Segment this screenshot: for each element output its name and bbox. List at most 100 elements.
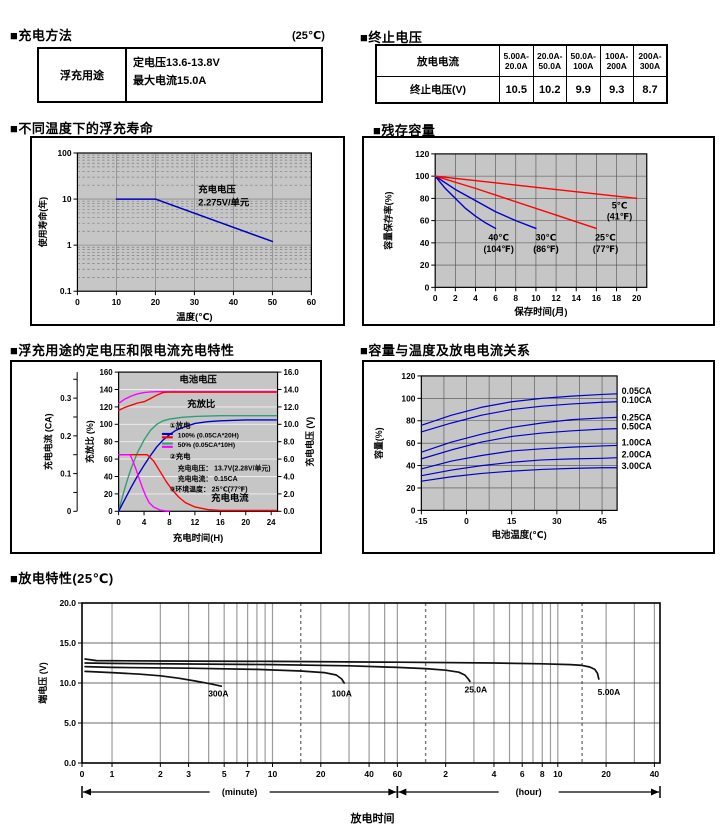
svg-text:0: 0	[433, 293, 438, 303]
svg-text:10: 10	[112, 297, 122, 307]
temperature-note: (25℃)	[292, 30, 325, 42]
svg-text:15.0: 15.0	[59, 638, 76, 648]
svg-text:0.10CA: 0.10CA	[622, 395, 653, 405]
svg-text:16: 16	[216, 518, 225, 527]
svg-text:40: 40	[420, 238, 430, 248]
svg-text:5: 5	[222, 769, 227, 779]
svg-text:100A: 100A	[332, 689, 352, 699]
svg-text:5.00A: 5.00A	[598, 687, 621, 697]
svg-text:14: 14	[572, 293, 582, 303]
svg-text:0.1: 0.1	[60, 286, 72, 296]
svg-text:8: 8	[540, 769, 545, 779]
svg-text:80: 80	[104, 438, 113, 447]
svg-text:24: 24	[267, 518, 276, 527]
charge-method-title: ■充电方法	[10, 28, 73, 43]
svg-text:0: 0	[116, 518, 121, 527]
svg-text:充电电流： 0.15CA: 充电电流： 0.15CA	[178, 474, 238, 483]
current-range-header: 20.0A- 50.0A	[532, 44, 567, 77]
svg-text:0.3: 0.3	[60, 394, 72, 403]
svg-text:25℃: 25℃	[595, 233, 616, 243]
svg-text:(86℉): (86℉)	[533, 244, 558, 254]
svg-text:120: 120	[100, 403, 114, 412]
svg-text:20: 20	[151, 297, 161, 307]
svg-text:充放比: 充放比	[187, 398, 215, 409]
svg-text:30: 30	[190, 297, 200, 307]
current-range-header: 5.00A- 20.0A	[499, 44, 534, 77]
svg-text:5.0: 5.0	[64, 718, 76, 728]
svg-text:0.05CA: 0.05CA	[622, 386, 653, 396]
discharge-current-label: 放电电流	[375, 44, 500, 77]
svg-text:2.0: 2.0	[283, 490, 295, 499]
svg-text:40℃: 40℃	[488, 233, 509, 243]
svg-text:12: 12	[551, 293, 561, 303]
table-row: 终止电压(V) 10.5 10.2 9.9 9.3 8.7	[375, 76, 668, 104]
svg-text:1: 1	[67, 240, 72, 250]
svg-text:0.50CA: 0.50CA	[622, 422, 653, 432]
max-current-value: 最大电流15.0A	[133, 75, 207, 88]
svg-text:5℃: 5℃	[612, 200, 628, 210]
svg-text:20: 20	[316, 769, 326, 779]
svg-text:4: 4	[473, 293, 478, 303]
capacity-retention-section-title: ■残存容量	[373, 123, 436, 138]
svg-text:16: 16	[592, 293, 602, 303]
constant-voltage-value: 定电压13.6-13.8V	[133, 57, 220, 69]
svg-text:1: 1	[110, 769, 115, 779]
svg-text:80: 80	[420, 193, 430, 203]
svg-text:120: 120	[401, 371, 415, 381]
svg-text:0.2: 0.2	[60, 432, 72, 441]
float-life-section-title: ■不同温度下的浮充寿命	[10, 121, 154, 136]
svg-text:电池温度(℃): 电池温度(℃)	[492, 529, 547, 540]
svg-text:0.1: 0.1	[60, 470, 72, 479]
svg-text:80: 80	[406, 416, 416, 426]
svg-text:20: 20	[104, 490, 113, 499]
svg-text:充放比 (%): 充放比 (%)	[84, 420, 95, 463]
svg-text:120: 120	[415, 149, 429, 159]
svg-text:30: 30	[552, 516, 562, 526]
svg-text:15: 15	[507, 516, 517, 526]
svg-text:6: 6	[520, 769, 525, 779]
capacity-temperature-section-title: ■容量与温度及放电电流关系	[360, 343, 531, 358]
svg-text:6.0: 6.0	[283, 455, 295, 464]
svg-text:45: 45	[597, 516, 607, 526]
svg-text:20.0: 20.0	[59, 598, 76, 608]
svg-text:300A: 300A	[208, 689, 228, 699]
end-voltage-row-label: 终止电压(V)	[375, 76, 500, 104]
charge-method-values: 定电压13.6-13.8V 最大电流15.0A	[127, 49, 321, 101]
svg-text:0: 0	[464, 516, 469, 526]
svg-text:16.0: 16.0	[283, 368, 299, 377]
svg-text:1.00CA: 1.00CA	[622, 437, 653, 447]
svg-text:2: 2	[443, 769, 448, 779]
charge-method-table: 浮充用途 定电压13.6-13.8V 最大电流15.0A	[37, 47, 323, 103]
svg-text:20: 20	[420, 260, 430, 270]
svg-text:(77℉): (77℉)	[593, 244, 618, 254]
svg-text:100: 100	[100, 420, 114, 429]
svg-text:50: 50	[268, 297, 278, 307]
svg-text:10: 10	[268, 769, 278, 779]
svg-text:6: 6	[493, 293, 498, 303]
svg-text:160: 160	[100, 368, 114, 377]
current-range-header: 100A- 200A	[599, 44, 634, 77]
svg-text:8: 8	[167, 518, 172, 527]
svg-text:4: 4	[142, 518, 147, 527]
svg-text:60: 60	[420, 216, 430, 226]
charge-method-row-label: 浮充用途	[39, 49, 127, 101]
svg-text:12.0: 12.0	[283, 403, 299, 412]
svg-text:电池电压: 电池电压	[179, 374, 217, 385]
svg-text:充电电压： 13.7V(2.28V/单元): 充电电压： 13.7V(2.28V/单元)	[178, 463, 271, 472]
svg-text:容量(%): 容量(%)	[373, 427, 384, 460]
svg-text:温度(℃): 温度(℃)	[176, 311, 212, 322]
discharge-section-title: ■放电特性(25℃)	[10, 571, 114, 586]
svg-text:0: 0	[108, 507, 113, 516]
svg-text:100: 100	[58, 148, 72, 158]
discharge-characteristics-chart: 0 1 2 3 5 7 10 20 40 60 2 4 6 8 10 20 40 0.0 5.0 10.0 15.0 20…	[30, 592, 715, 820]
capacity-temperature-chart: -15 0 15 30 45 电池温度(℃) 0 20 40 60 80 100 120 容量(%) 0.0…	[362, 360, 715, 554]
svg-text:充电电压 (V): 充电电压 (V)	[304, 417, 315, 467]
end-voltage-value: 10.2	[532, 76, 567, 104]
svg-text:2.275V/单元: 2.275V/单元	[198, 196, 250, 207]
end-voltage-table: 放电电流 5.00A- 20.0A 20.0A- 50.0A 50.0A- 10…	[375, 44, 668, 104]
end-voltage-value: 10.5	[499, 76, 534, 104]
svg-text:使用寿命(年): 使用寿命(年)	[37, 197, 48, 248]
svg-text:100% (0.05CA*20H): 100% (0.05CA*20H)	[178, 432, 239, 439]
svg-text:(minute): (minute)	[222, 787, 258, 797]
